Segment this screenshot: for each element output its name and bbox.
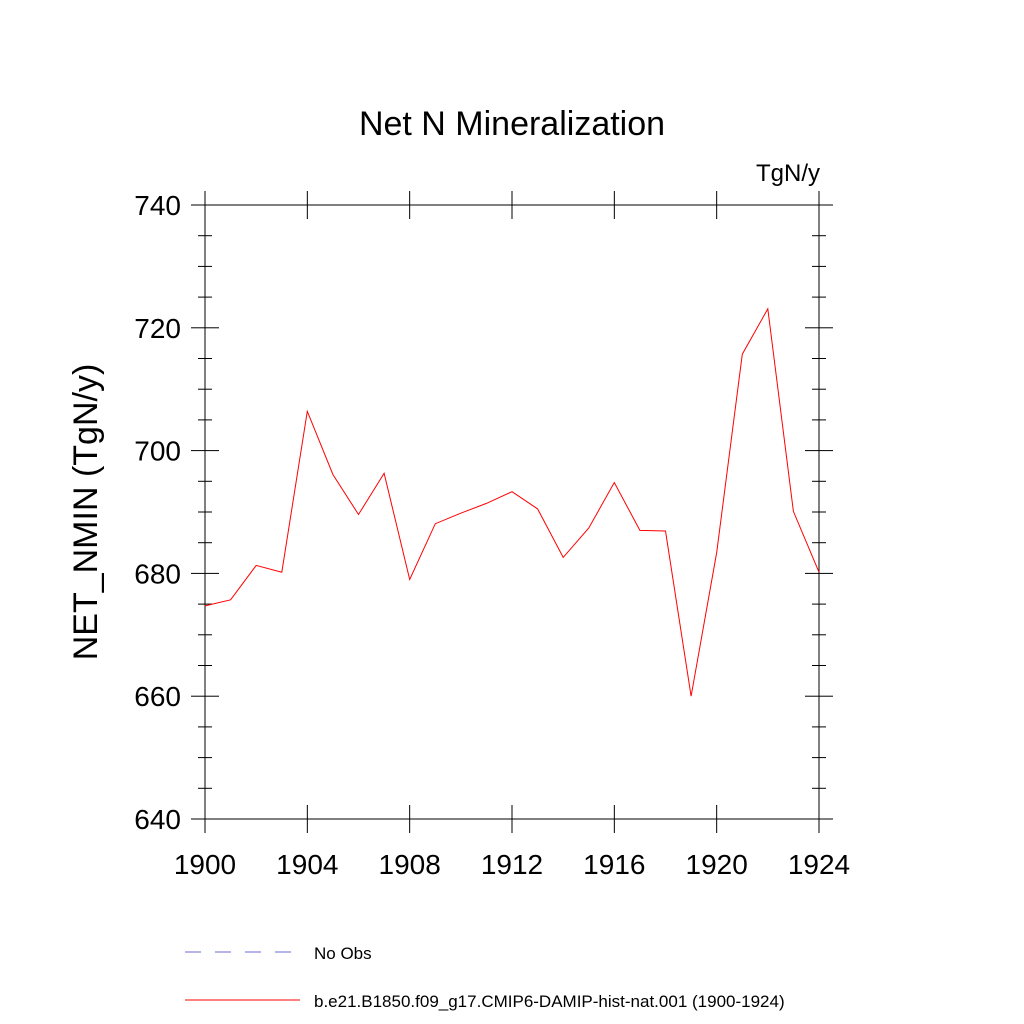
y-axis-label: NET_NMIN (TgN/y) (67, 364, 105, 661)
x-tick-label: 1908 (379, 849, 441, 880)
y-tick-label: 720 (134, 313, 181, 344)
plot-frame (204, 204, 820, 820)
x-tick-label: 1912 (481, 849, 543, 880)
y-tick-label: 700 (134, 436, 181, 467)
units-label: TgN/y (756, 160, 820, 187)
series-layer (204, 307, 820, 697)
legend-label: No Obs (314, 944, 372, 963)
x-tick-label: 1900 (174, 849, 236, 880)
series-line (204, 307, 820, 697)
legend-label: b.e21.B1850.f09_g17.CMIP6-DAMIP-hist-nat… (314, 992, 785, 1011)
y-tick-label: 740 (134, 190, 181, 221)
x-tick-label: 1920 (686, 849, 748, 880)
tick-labels: 1900 1904 1908 1912 1916 1920 1924 640 660 680 700… (134, 190, 850, 880)
axis-ticks (191, 191, 833, 833)
x-tick-label: 1904 (276, 849, 338, 880)
y-tick-label: 660 (134, 681, 181, 712)
chart-title: Net N Mineralization (359, 105, 665, 143)
x-tick-label: 1916 (583, 849, 645, 880)
x-tick-label: 1924 (788, 849, 850, 880)
y-tick-label: 640 (134, 804, 181, 835)
y-tick-label: 680 (134, 558, 181, 589)
legend: No Obs b.e21.B1850.f09_g17.CMIP6-DAMIP-hi… (185, 944, 785, 1011)
